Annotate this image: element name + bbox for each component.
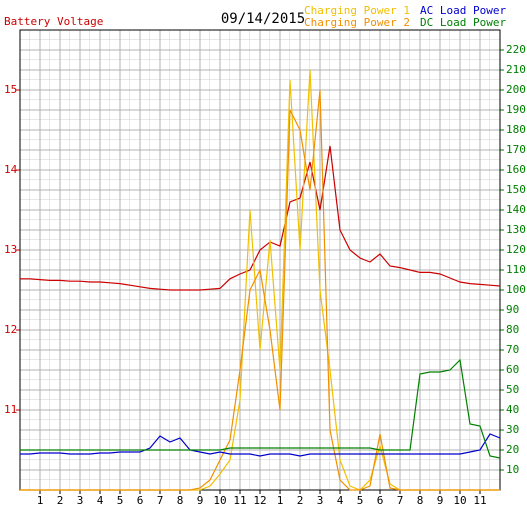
y2-tick-label: 100 xyxy=(506,283,526,296)
plot-frame xyxy=(19,29,501,491)
legend-entry: Battery Voltage xyxy=(4,15,103,28)
x-tick-label: 6 xyxy=(377,494,384,507)
series-line xyxy=(20,358,501,459)
y2-tick-label: 30 xyxy=(506,423,519,436)
y2-tick-label: 50 xyxy=(506,383,519,396)
x-tick-label: 1 xyxy=(277,494,284,507)
x-tick-label: 8 xyxy=(177,494,184,507)
x-tick-label: 11 xyxy=(233,494,246,507)
legend-entry: DC Load Power xyxy=(420,16,506,29)
x-tick-label: 4 xyxy=(337,494,344,507)
series-line xyxy=(20,433,501,457)
y2-tick-label: 190 xyxy=(506,103,526,116)
x-tick-label: 5 xyxy=(117,494,124,507)
series-line xyxy=(20,89,500,491)
x-tick-label: 9 xyxy=(197,494,204,507)
legend-entry: AC Load Power xyxy=(420,4,506,17)
x-tick-label: 8 xyxy=(417,494,424,507)
x-tick-label: 3 xyxy=(77,494,84,507)
x-tick-label: 7 xyxy=(157,494,164,507)
x-tick-label: 2 xyxy=(57,494,64,507)
x-tick-label: 3 xyxy=(317,494,324,507)
x-tick-label: 10 xyxy=(453,494,466,507)
x-tick-label: 6 xyxy=(137,494,144,507)
y2-tick-label: 40 xyxy=(506,403,519,416)
y2-tick-label: 160 xyxy=(506,163,526,176)
y2-tick-label: 20 xyxy=(506,443,519,456)
y-tick-label: 11 xyxy=(4,403,17,416)
y2-tick-label: 120 xyxy=(506,243,526,256)
x-tick-label: 5 xyxy=(357,494,364,507)
y2-tick-label: 170 xyxy=(506,143,526,156)
legend-entry: Charging Power 2 xyxy=(304,16,410,29)
y2-tick-label: 110 xyxy=(506,263,526,276)
y-tick-label: 13 xyxy=(4,243,17,256)
y-tick-label: 15 xyxy=(4,83,17,96)
x-tick-label: 9 xyxy=(437,494,444,507)
x-tick-label: 10 xyxy=(213,494,226,507)
chart-title: 09/14/2015 xyxy=(221,11,305,27)
y2-tick-label: 80 xyxy=(506,323,519,336)
y2-tick-label: 150 xyxy=(506,183,526,196)
y2-tick-label: 10 xyxy=(506,463,519,476)
y2-tick-label: 60 xyxy=(506,363,519,376)
y2-tick-label: 130 xyxy=(506,223,526,236)
x-tick-label: 12 xyxy=(253,494,266,507)
x-tick-label: 7 xyxy=(397,494,404,507)
x-tick-label: 11 xyxy=(473,494,486,507)
series-line xyxy=(20,145,501,291)
y2-tick-label: 210 xyxy=(506,63,526,76)
x-tick-label: 4 xyxy=(97,494,104,507)
y-tick-label: 12 xyxy=(4,323,17,336)
y2-tick-label: 200 xyxy=(506,83,526,96)
y2-tick-label: 220 xyxy=(506,43,526,56)
y2-tick-label: 90 xyxy=(506,303,519,316)
x-tick-label: 2 xyxy=(297,494,304,507)
y2-tick-label: 140 xyxy=(506,203,526,216)
y2-tick-label: 180 xyxy=(506,123,526,136)
y2-tick-label: 70 xyxy=(506,343,519,356)
y-tick-label: 14 xyxy=(4,163,18,176)
legend-entry: Charging Power 1 xyxy=(304,4,410,17)
x-tick-label: 1 xyxy=(37,494,44,507)
